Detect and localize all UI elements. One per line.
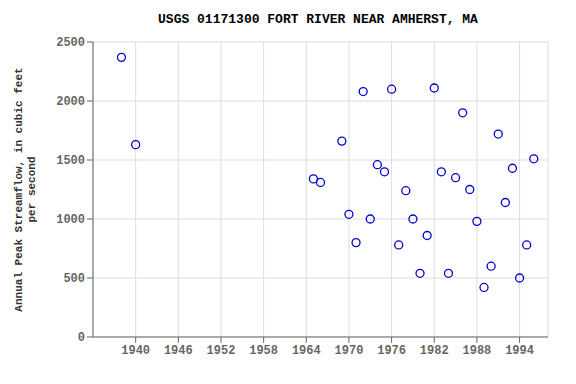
svg-text:1982: 1982	[420, 344, 449, 358]
svg-text:1500: 1500	[56, 154, 85, 168]
svg-text:2500: 2500	[56, 36, 85, 50]
svg-text:Annual Peak Streamflow, in cub: Annual Peak Streamflow, in cubic feetper…	[13, 67, 38, 311]
svg-text:1988: 1988	[463, 344, 492, 358]
svg-text:1000: 1000	[56, 213, 85, 227]
svg-text:1994: 1994	[505, 344, 534, 358]
svg-text:1970: 1970	[335, 344, 364, 358]
svg-text:1964: 1964	[292, 344, 321, 358]
svg-text:1976: 1976	[377, 344, 406, 358]
svg-text:1946: 1946	[164, 344, 193, 358]
svg-text:1952: 1952	[207, 344, 236, 358]
svg-text:0: 0	[78, 331, 85, 345]
html-text:USGS 01171300 FORT RIVER NEAR: USGS 01171300 FORT RIVER NEAR AMHERST, M…	[158, 12, 478, 27]
svg-text:1958: 1958	[249, 344, 278, 358]
svg-text:500: 500	[63, 272, 85, 286]
svg-text:2000: 2000	[56, 95, 85, 109]
svg-text:1940: 1940	[121, 344, 150, 358]
